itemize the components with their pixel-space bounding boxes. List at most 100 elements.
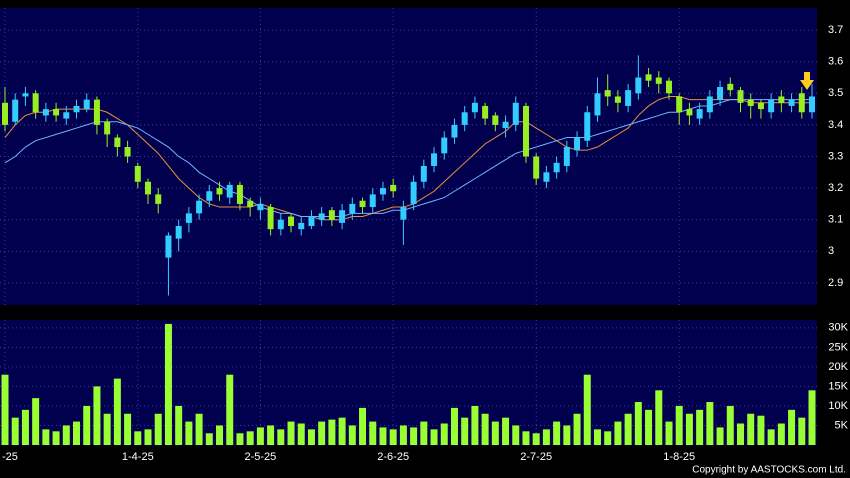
volume-bar [134, 431, 142, 445]
volume-bar [624, 413, 632, 445]
volume-bar [124, 413, 132, 445]
volume-bar [645, 409, 653, 445]
volume-bar [297, 423, 305, 445]
volume-bar [767, 429, 775, 445]
candle-body [665, 80, 672, 94]
volume-bar [655, 390, 663, 445]
volume-bar [583, 374, 591, 445]
volume-bar [726, 405, 734, 445]
candle-body [757, 102, 764, 110]
candle-body [42, 109, 49, 116]
volume-bar [73, 421, 81, 445]
candle-body [492, 115, 499, 125]
volume-bar [471, 405, 479, 445]
candle-body [522, 105, 529, 157]
candle-body [553, 162, 560, 173]
volume-bar [736, 423, 744, 445]
volume-bar [491, 421, 499, 445]
candle-body [216, 188, 223, 195]
candle-body [175, 226, 182, 239]
volume-bar [93, 386, 101, 445]
volume-bar [502, 417, 510, 445]
y-tick-label: 3.3 [828, 150, 843, 162]
candle-body [83, 99, 90, 110]
candle-body [727, 83, 734, 91]
candle-body [625, 90, 632, 106]
volume-bar [256, 427, 264, 445]
candle-body [185, 213, 192, 223]
candle-body [655, 77, 662, 84]
x-tick-label: 2-5-25 [244, 451, 276, 463]
x-tick-label: 2-7-25 [520, 451, 552, 463]
candle-body [441, 137, 448, 154]
candle-body [809, 96, 815, 113]
candle-body [32, 93, 39, 113]
candle-body [563, 147, 570, 166]
volume-bar [32, 398, 40, 445]
y-tick-label: 3.4 [828, 119, 843, 131]
volume-bar [328, 419, 336, 445]
candle-body [420, 165, 427, 182]
y-tick-label: 20K [828, 361, 848, 373]
moving-average-line [4, 99, 812, 218]
candle-body [390, 184, 397, 192]
volume-bar [706, 402, 714, 445]
volume-bar [369, 421, 377, 445]
candle-body [134, 165, 141, 182]
candle-body [206, 191, 213, 201]
candle-body [165, 235, 172, 258]
candle-body [247, 200, 254, 208]
candle-body [635, 77, 642, 94]
volume-bar [216, 425, 224, 445]
volume-bar [675, 405, 683, 445]
y-tick-label: 15K [828, 380, 848, 392]
volume-bar [113, 378, 121, 445]
candle-body [768, 99, 775, 113]
volume-bar [348, 425, 356, 445]
candle-body [778, 96, 785, 103]
volume-bar [593, 429, 601, 445]
candle-body [512, 102, 519, 125]
candle-body [696, 109, 703, 119]
volume-bar [542, 429, 550, 445]
candle-body [451, 124, 458, 138]
candle-body [482, 105, 489, 119]
candle-body [574, 137, 581, 151]
volume-bar [359, 407, 367, 445]
y-tick-label: 3.6 [828, 56, 843, 68]
volume-bar [175, 405, 183, 445]
volume-bar [164, 323, 172, 445]
volume-bar [246, 431, 254, 445]
volume-bar [185, 421, 193, 445]
volume-bar [195, 413, 203, 445]
y-tick-label: 25K [828, 341, 848, 353]
candle-body [614, 96, 621, 103]
volume-bar [553, 421, 561, 445]
candle-body [53, 109, 60, 116]
candle-body [328, 210, 335, 220]
volume-bar [277, 429, 285, 445]
volume-bar [757, 415, 765, 445]
volume-bar [11, 417, 19, 445]
candle-body [349, 203, 356, 214]
volume-bar [481, 413, 489, 445]
candle-body [63, 112, 70, 119]
candle-body [12, 99, 19, 122]
volume-bar [614, 421, 622, 445]
volume-bar [512, 425, 520, 445]
candle-body [379, 188, 386, 195]
candle-body [400, 207, 407, 220]
volume-bar [144, 429, 152, 445]
volume-bar [62, 425, 70, 445]
candle-body [645, 74, 652, 81]
volume-bar [21, 409, 29, 445]
x-tick-label: 1-8-25 [663, 451, 695, 463]
volume-bar [798, 417, 806, 445]
candle-body [747, 99, 754, 106]
volume-bar [42, 429, 50, 445]
candle-body [308, 216, 315, 227]
candle-body [584, 112, 591, 141]
x-tick-label: 2-6-25 [377, 451, 409, 463]
volume-bar [450, 407, 458, 445]
candle-body [196, 200, 203, 214]
